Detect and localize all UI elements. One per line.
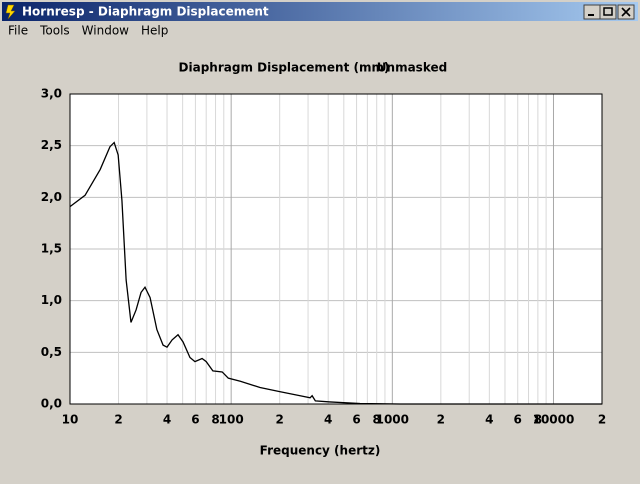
y-tick-label: 3,0 <box>41 87 62 101</box>
y-tick-label: 2,5 <box>41 138 62 152</box>
menu-item[interactable]: Window <box>82 24 130 38</box>
x-tick-label: 1000 <box>376 413 409 427</box>
x-axis-label: Frequency (hertz) <box>260 444 381 458</box>
grid <box>69 93 603 405</box>
x-tick-label: 4 <box>324 413 332 427</box>
y-tick-label: 1,0 <box>41 293 62 307</box>
minimize-button[interactable] <box>583 4 601 20</box>
app-icon <box>5 4 16 20</box>
maximize-icon <box>603 7 613 16</box>
menu-item[interactable]: Help <box>141 24 168 38</box>
y-tick-label: 0,0 <box>41 397 62 411</box>
chart-title: Diaphragm Displacement (mm) <box>179 61 390 75</box>
x-tick-label: 2 <box>598 413 606 427</box>
x-tick-label: 2 <box>114 413 122 427</box>
x-tick-label: 4 <box>163 413 171 427</box>
close-icon <box>621 7 631 17</box>
x-tick-label: 10 <box>62 413 79 427</box>
menu-item[interactable]: File <box>8 24 28 38</box>
x-tick-label: 4 <box>485 413 493 427</box>
window-title: Hornresp - Diaphragm Displacement <box>22 5 269 19</box>
plot <box>69 141 602 405</box>
maximize-button[interactable] <box>599 4 617 20</box>
x-tick-label: 2 <box>437 413 445 427</box>
x-tick-label: 6 <box>514 413 522 427</box>
x-tick-label: 8 <box>373 413 381 427</box>
x-tick-label: 2 <box>275 413 283 427</box>
y-tick-label: 2,0 <box>41 190 62 204</box>
window-buttons <box>583 4 635 20</box>
menu-bar: File Tools Window Help <box>8 24 168 38</box>
x-tick-label: 10000 <box>533 413 575 427</box>
y-tick-label: 0,5 <box>41 345 62 359</box>
plot-border <box>69 93 603 405</box>
y-tick-label: 1,5 <box>41 242 62 256</box>
data-line <box>69 141 602 405</box>
menu-item[interactable]: Tools <box>39 24 70 38</box>
x-tick-label: 6 <box>352 413 360 427</box>
x-tick-label: 8 <box>211 413 219 427</box>
x-tick-label: 100 <box>219 413 244 427</box>
x-tick-label: 6 <box>191 413 199 427</box>
chart-subtitle: Unmasked <box>377 61 447 75</box>
x-tick-label: 8 <box>534 413 542 427</box>
title-bar <box>2 2 638 21</box>
